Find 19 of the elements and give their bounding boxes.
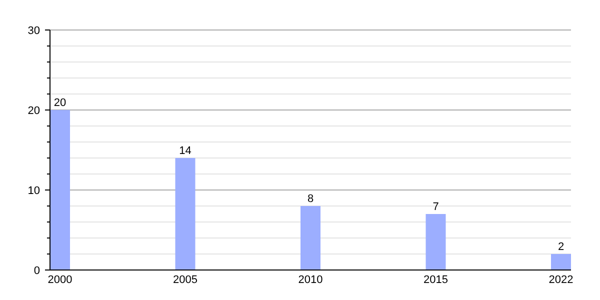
bar [300, 206, 320, 270]
data-label: 14 [179, 145, 192, 157]
y-tick-label: 20 [28, 105, 40, 117]
data-label: 2 [558, 241, 564, 253]
data-label: 8 [307, 193, 314, 205]
data-label: 7 [432, 201, 439, 213]
bar [175, 158, 196, 270]
x-tick-label: 2010 [298, 274, 323, 286]
data-label: 20 [54, 97, 66, 109]
x-tick-label: 2005 [173, 274, 198, 286]
x-tick-label: 2015 [424, 274, 448, 286]
bar [426, 214, 446, 270]
y-tick-label: 30 [28, 25, 40, 37]
x-tick-label: 2000 [48, 274, 72, 286]
bar [551, 254, 571, 270]
y-tick-label: 10 [28, 185, 40, 197]
x-tick-label: 2022 [548, 274, 574, 286]
bar [50, 110, 70, 270]
y-tick-label: 0 [34, 265, 40, 277]
